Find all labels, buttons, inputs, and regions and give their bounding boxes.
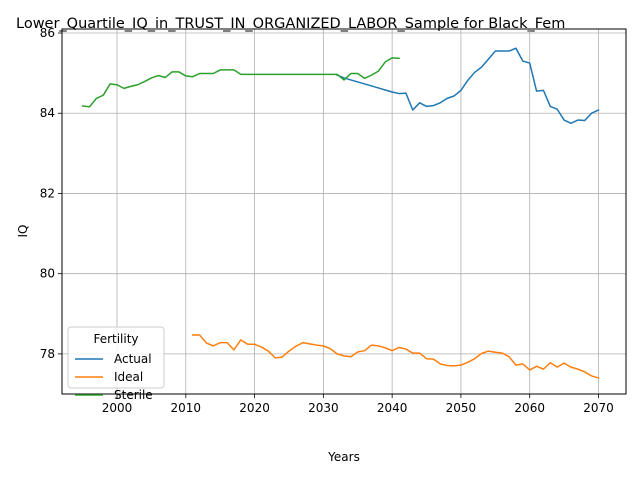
y-tick-label: 82 <box>40 186 55 200</box>
legend-label-sterile: Sterile <box>114 388 153 402</box>
x-axis-ticks: 2000 2010 2020 2030 2040 2050 2060 2070 <box>102 394 614 415</box>
series-lines <box>81 47 600 379</box>
x-tick-label: 2070 <box>583 401 614 415</box>
x-tick-label: 2010 <box>171 401 202 415</box>
y-tick-label: 78 <box>40 347 55 361</box>
legend-items: Actual Ideal Sterile <box>75 352 153 402</box>
x-tick-label: 2020 <box>239 401 270 415</box>
plot-area-frame <box>61 28 627 395</box>
legend-label-actual: Actual <box>114 352 152 366</box>
chart-title: Lower_Quartile_IQ_in_TRUST_IN_ORGANIZED_… <box>16 16 565 32</box>
legend: Fertility Actual Ideal Sterile <box>67 326 165 402</box>
series-line-sterile <box>81 57 400 108</box>
x-tick-label: 2050 <box>446 401 477 415</box>
legend-box <box>67 326 165 389</box>
y-tick-label: 84 <box>40 106 55 120</box>
y-axis-ticks: 78 80 82 84 86 <box>40 26 62 361</box>
series-line-ideal <box>191 334 600 379</box>
x-tick-label: 2040 <box>377 401 408 415</box>
y-axis-label: IQ <box>16 225 30 238</box>
y-tick-label: 86 <box>40 26 55 40</box>
x-tick-label: 2000 <box>102 401 133 415</box>
x-tick-label: 2030 <box>308 401 339 415</box>
y-tick-label: 80 <box>40 267 55 281</box>
x-axis-label: Years <box>327 450 360 464</box>
legend-title: Fertility <box>93 332 138 346</box>
series-line-actual <box>336 47 600 125</box>
legend-label-ideal: Ideal <box>114 370 143 384</box>
x-tick-label: 2060 <box>514 401 545 415</box>
